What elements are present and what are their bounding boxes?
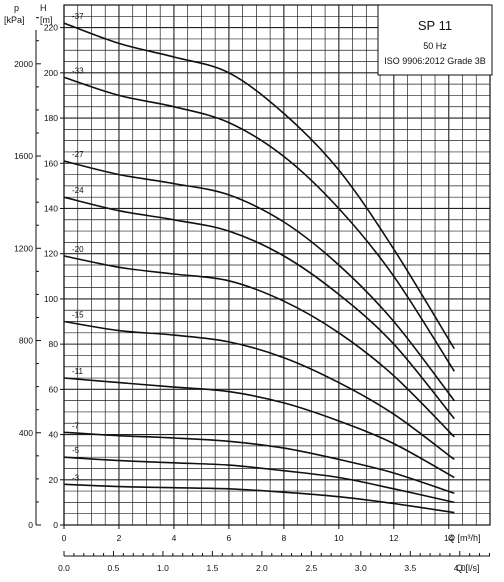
- flow-m3h-tick-label: 12: [389, 533, 399, 543]
- curve-stage-24: [63, 196, 455, 420]
- pressure-tick-label: 0: [28, 520, 33, 530]
- flow-m3h-tick-label: 4: [172, 533, 177, 543]
- head-tick-label: 80: [49, 339, 59, 349]
- curve-label: -3: [72, 473, 80, 482]
- flow-ls-tick-label: 3.5: [404, 563, 416, 573]
- pressure-tick-label: 1600: [14, 151, 33, 161]
- curve-label: -27: [72, 150, 84, 159]
- pressure-tick-label: 1200: [14, 243, 33, 253]
- legend-title: SP 11: [418, 18, 452, 33]
- curve-label: -37: [72, 12, 84, 21]
- pressure-tick-label: 400: [19, 428, 33, 438]
- head-tick-label: 200: [44, 68, 58, 78]
- curve-label: -7: [72, 421, 80, 430]
- head-axis-unit: [m]: [40, 15, 53, 25]
- curve-stage-7: [63, 431, 455, 495]
- head-tick-label: 100: [44, 294, 58, 304]
- pressure-tick-label: 800: [19, 336, 33, 346]
- head-tick-label: 120: [44, 249, 58, 259]
- flow-ls-tick-label: 1.5: [206, 563, 218, 573]
- flow-ls-axis-label: Q [l/s]: [456, 563, 480, 573]
- flow-ls-tick-label: 0.0: [58, 563, 70, 573]
- flow-ls-tick-label: 2.0: [256, 563, 268, 573]
- flow-ls-tick-label: 1.0: [157, 563, 169, 573]
- flow-m3h-tick-label: 8: [282, 533, 287, 543]
- flow-m3h-tick-label: 14: [444, 533, 454, 543]
- curve-stage-5: [63, 456, 455, 504]
- head-tick-label: 180: [44, 113, 58, 123]
- pressure-axis-unit: [kPa]: [4, 15, 25, 25]
- flow-m3h-axis-label: Q [m³/h]: [448, 533, 481, 543]
- flow-ls-tick-label: 4.0: [454, 563, 466, 573]
- curve-label: -33: [72, 66, 84, 75]
- chart-axes: 020406080100120140160180200220H[m]040080…: [4, 3, 490, 573]
- curve-label: -11: [72, 367, 84, 376]
- legend-standard: ISO 9906:2012 Grade 3B: [384, 56, 486, 66]
- curve-stage-27: [63, 160, 455, 402]
- performance-curves: -37 -33 -27 -24 -20 -15 -11 -7 -5 -3: [63, 12, 455, 514]
- flow-ls-tick-label: 3.0: [355, 563, 367, 573]
- head-tick-label: 20: [49, 475, 59, 485]
- head-tick-label: 60: [49, 384, 59, 394]
- head-axis-symbol: H: [40, 3, 47, 13]
- curve-label: -20: [72, 245, 84, 254]
- curve-label: -5: [72, 446, 80, 455]
- flow-m3h-tick-label: 2: [117, 533, 122, 543]
- curve-stage-37: [63, 22, 455, 350]
- curve-label: -24: [72, 186, 84, 195]
- legend-box: [377, 4, 493, 76]
- curve-stage-11: [63, 377, 455, 479]
- curve-stage-3: [63, 483, 455, 514]
- flow-m3h-tick-label: 6: [227, 533, 232, 543]
- head-tick-label: 40: [49, 430, 59, 440]
- flow-m3h-tick-label: 0: [62, 533, 67, 543]
- head-tick-label: 0: [53, 520, 58, 530]
- curve-label: -15: [72, 311, 84, 320]
- legend-frequency: 50 Hz: [423, 41, 447, 51]
- flow-m3h-tick-label: 10: [334, 533, 344, 543]
- flow-ls-tick-label: 2.5: [305, 563, 317, 573]
- pressure-tick-label: 2000: [14, 59, 33, 69]
- chart-legend: SP 11 50 Hz ISO 9906:2012 Grade 3B: [377, 4, 493, 76]
- curve-stage-20: [63, 255, 455, 438]
- curve-stage-33: [63, 76, 455, 372]
- pressure-axis-symbol: p: [14, 3, 19, 13]
- head-tick-label: 140: [44, 203, 58, 213]
- plot-frame: [63, 4, 491, 526]
- curve-stage-15: [63, 320, 455, 461]
- flow-ls-tick-label: 0.5: [108, 563, 120, 573]
- head-tick-label: 220: [44, 23, 58, 33]
- head-tick-label: 160: [44, 158, 58, 168]
